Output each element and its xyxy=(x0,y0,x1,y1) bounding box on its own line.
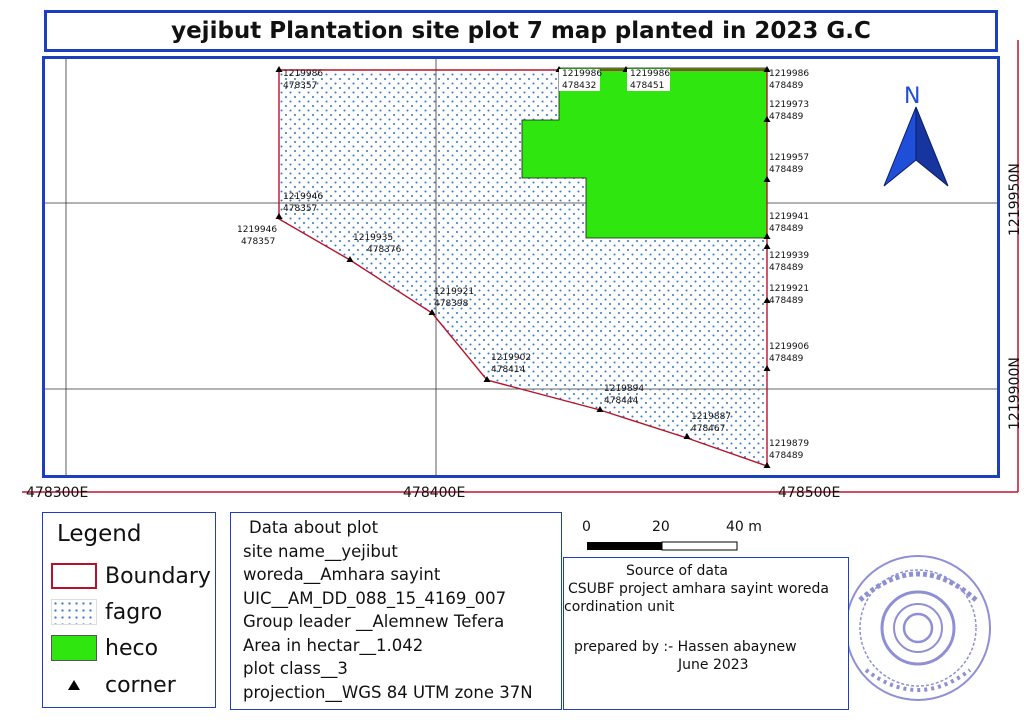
corner-label-e: 478489 xyxy=(769,354,804,364)
corner-marker xyxy=(428,309,436,315)
corner-label-e: 478357 xyxy=(283,81,317,91)
plot-info-line: projection__WGS 84 UTM zone 37N xyxy=(243,682,533,702)
corner-marker xyxy=(763,116,771,122)
corner-label-n: 1219879 xyxy=(769,439,809,449)
legend-item-boundary: Boundary xyxy=(51,562,211,590)
fagro-swatch xyxy=(51,599,97,625)
corner-label-n: 1219957 xyxy=(769,153,809,163)
plot-info-panel: Data about plot site name__yejibut wored… xyxy=(230,512,562,710)
corner-label-n: 1219935 xyxy=(353,233,393,243)
corner-label-n: 1219986 xyxy=(562,69,602,79)
plot-boundary xyxy=(278,69,768,467)
corner-marker xyxy=(275,66,283,72)
corner-label-n: 1219986 xyxy=(283,69,323,79)
corner-label-e: 478398 xyxy=(434,299,469,309)
corner-label-n: 1219906 xyxy=(769,342,809,352)
corner-label-n: 1219887 xyxy=(691,412,731,422)
legend-label: heco xyxy=(105,635,159,661)
legend-label: corner xyxy=(105,672,176,698)
y-tick-label: 1219900N xyxy=(1007,357,1023,430)
heco-swatch xyxy=(51,635,97,661)
corner-marker xyxy=(763,365,771,371)
corner-label-n: 1219986 xyxy=(630,69,670,79)
corner-marker xyxy=(763,243,771,249)
corner-marker xyxy=(763,297,771,303)
prepared-by: prepared by :- Hassen abaynew xyxy=(574,639,797,655)
corner-label-e: 478489 xyxy=(769,165,804,175)
north-arrow-icon: N xyxy=(883,84,949,187)
corner-label-e: 478376 xyxy=(367,245,402,255)
boundary-swatch xyxy=(51,563,97,589)
source-heading: Source of data xyxy=(626,563,729,579)
corner-label-e: 478451 xyxy=(630,81,664,91)
corner-label-e: 478357 xyxy=(283,204,317,214)
corner-label-e: 478467 xyxy=(691,424,725,434)
scale-label: 40 m xyxy=(726,519,762,535)
corner-marker xyxy=(763,176,771,182)
corner-marker xyxy=(763,66,771,72)
corner-label-n: 1219973 xyxy=(769,100,809,110)
corner-labels: 1219986 478357 1219986 478432 1219986 47… xyxy=(237,69,809,461)
scale-label: 20 xyxy=(652,519,670,535)
plot-info-line: Group leader __Alemnew Tefera xyxy=(243,612,505,631)
prepared-date: June 2023 xyxy=(678,657,749,673)
map-title-box: yejibut Plantation site plot 7 map plant… xyxy=(44,10,998,52)
corner-label-e: 478489 xyxy=(769,224,804,234)
legend-item-heco: heco xyxy=(51,634,158,662)
legend-label: fagro xyxy=(105,599,163,625)
corner-label-e: 478444 xyxy=(604,396,639,406)
corner-label-n: 1219946 xyxy=(283,192,323,202)
corner-marker xyxy=(275,213,283,219)
graticule-frame xyxy=(22,40,1019,493)
plot-info-line: UIC__AM_DD_088_15_4169_007 xyxy=(243,588,507,608)
corner-label-n: 1219986 xyxy=(769,69,809,79)
source-line: cordination unit xyxy=(564,599,675,615)
north-label: N xyxy=(904,84,920,109)
corner-label-e: 478489 xyxy=(769,263,804,273)
corner-marker xyxy=(763,462,771,468)
corner-marker xyxy=(763,233,771,239)
y-tick-label: 1219950N xyxy=(1007,163,1023,236)
corner-label-n: 1219902 xyxy=(491,353,531,363)
triangle-icon xyxy=(51,672,97,698)
corner-label-e: 478432 xyxy=(562,81,596,91)
plot-info-line: woreda__Amhara sayint xyxy=(243,565,441,584)
stamp-seal xyxy=(845,555,991,701)
corner-label-e: 478357 xyxy=(241,237,275,247)
corner-marker xyxy=(483,376,491,382)
x-tick-label: 478500E xyxy=(778,485,840,501)
plot-info-line: site name__yejibut xyxy=(243,541,398,561)
scale-bar: 0 20 40 m xyxy=(582,519,762,551)
legend-panel: Legend Boundary fagro heco corner xyxy=(42,512,216,708)
corner-marker xyxy=(346,256,354,262)
source-line: CSUBF project amhara sayint woreda xyxy=(568,581,829,597)
plot-info-heading: Data about plot xyxy=(249,518,379,537)
legend-item-fagro: fagro xyxy=(51,598,162,626)
source-panel: Source of data CSUBF project amhara sayi… xyxy=(563,557,849,710)
legend-item-corner: corner xyxy=(51,671,176,699)
corner-label-n: 1219941 xyxy=(769,212,809,222)
corner-label-n: 1219921 xyxy=(434,287,474,297)
corner-label-n: 1219894 xyxy=(604,384,644,394)
corner-markers xyxy=(275,66,771,468)
corner-label-e: 478489 xyxy=(769,451,804,461)
scale-label: 0 xyxy=(582,519,591,535)
corner-label-e: 478414 xyxy=(491,365,526,375)
corner-label-n: 1219921 xyxy=(769,284,809,294)
plot-info-line: plot class__3 xyxy=(243,659,348,678)
corner-marker xyxy=(596,406,604,412)
legend-label: Boundary xyxy=(105,563,211,589)
corner-label-e: 478489 xyxy=(769,296,804,306)
x-tick-label: 478400E xyxy=(403,485,465,501)
corner-label-n: 1219946 xyxy=(237,225,277,235)
map-title: yejibut Plantation site plot 7 map plant… xyxy=(171,18,871,44)
corner-label-e: 478489 xyxy=(769,81,804,91)
x-tick-label: 478300E xyxy=(26,485,88,501)
corner-marker xyxy=(683,433,691,439)
corner-label-n: 1219939 xyxy=(769,251,809,261)
corner-label-e: 478489 xyxy=(769,112,804,122)
plot-info-line: Area in hectar__1.042 xyxy=(243,635,424,655)
legend-title: Legend xyxy=(57,521,142,547)
